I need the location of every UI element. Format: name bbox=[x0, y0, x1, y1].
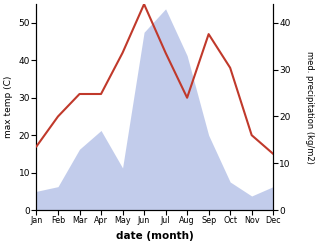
Y-axis label: max temp (C): max temp (C) bbox=[4, 76, 13, 138]
X-axis label: date (month): date (month) bbox=[116, 231, 194, 241]
Y-axis label: med. precipitation (kg/m2): med. precipitation (kg/m2) bbox=[305, 51, 314, 163]
